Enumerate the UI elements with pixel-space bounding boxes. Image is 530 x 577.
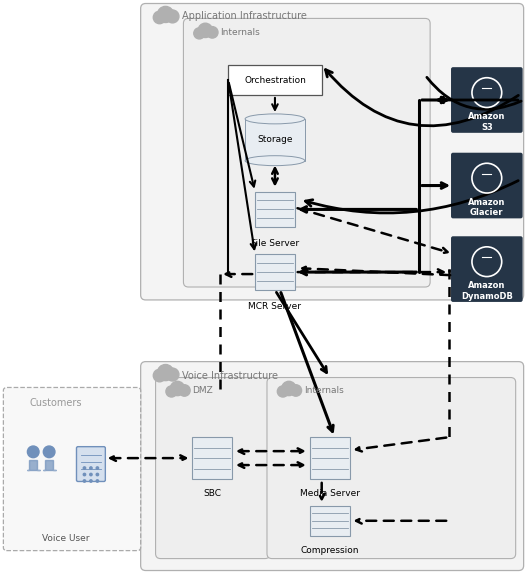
Circle shape bbox=[96, 480, 99, 482]
Circle shape bbox=[83, 480, 86, 482]
FancyBboxPatch shape bbox=[255, 254, 295, 290]
Polygon shape bbox=[43, 460, 56, 470]
FancyBboxPatch shape bbox=[451, 236, 523, 302]
Text: Internals: Internals bbox=[220, 28, 260, 38]
FancyBboxPatch shape bbox=[3, 388, 140, 550]
Circle shape bbox=[198, 23, 213, 38]
FancyBboxPatch shape bbox=[192, 437, 232, 479]
Circle shape bbox=[166, 386, 177, 397]
Text: Storage: Storage bbox=[257, 135, 293, 144]
FancyBboxPatch shape bbox=[156, 377, 270, 559]
Text: Voice Infrastructure: Voice Infrastructure bbox=[182, 370, 278, 381]
Ellipse shape bbox=[245, 156, 305, 166]
Text: Amazon
Glacier: Amazon Glacier bbox=[468, 198, 506, 218]
FancyBboxPatch shape bbox=[183, 18, 430, 287]
Circle shape bbox=[207, 27, 218, 38]
Text: Customers: Customers bbox=[29, 399, 82, 409]
Circle shape bbox=[157, 365, 174, 381]
Polygon shape bbox=[26, 460, 40, 470]
Text: Internals: Internals bbox=[304, 387, 343, 395]
Circle shape bbox=[157, 6, 174, 23]
FancyBboxPatch shape bbox=[310, 506, 350, 535]
FancyBboxPatch shape bbox=[245, 119, 305, 160]
FancyBboxPatch shape bbox=[76, 447, 105, 481]
Text: MCR Server: MCR Server bbox=[249, 302, 302, 311]
Circle shape bbox=[290, 385, 302, 396]
Circle shape bbox=[282, 381, 296, 396]
FancyBboxPatch shape bbox=[451, 153, 523, 218]
Circle shape bbox=[28, 446, 39, 458]
Text: Amazon
S3: Amazon S3 bbox=[468, 113, 506, 132]
Circle shape bbox=[96, 473, 99, 475]
FancyBboxPatch shape bbox=[228, 65, 322, 95]
Circle shape bbox=[96, 467, 99, 469]
Ellipse shape bbox=[245, 114, 305, 124]
Circle shape bbox=[277, 386, 288, 397]
Circle shape bbox=[90, 467, 92, 469]
Circle shape bbox=[194, 28, 205, 39]
Circle shape bbox=[83, 473, 86, 475]
Circle shape bbox=[166, 368, 179, 381]
Circle shape bbox=[170, 381, 184, 396]
FancyBboxPatch shape bbox=[310, 437, 350, 479]
FancyBboxPatch shape bbox=[451, 67, 523, 133]
Circle shape bbox=[179, 385, 190, 396]
Text: Compression: Compression bbox=[301, 546, 359, 554]
Text: DMZ: DMZ bbox=[192, 387, 213, 395]
Text: Application Infrastructure: Application Infrastructure bbox=[182, 12, 307, 21]
Circle shape bbox=[153, 369, 166, 382]
Text: Voice User: Voice User bbox=[42, 534, 90, 543]
Circle shape bbox=[153, 11, 166, 24]
Text: Orchestration: Orchestration bbox=[244, 76, 306, 85]
Circle shape bbox=[83, 467, 86, 469]
Circle shape bbox=[90, 480, 92, 482]
Circle shape bbox=[43, 446, 55, 458]
Circle shape bbox=[166, 10, 179, 23]
Text: SBC: SBC bbox=[204, 489, 222, 498]
FancyBboxPatch shape bbox=[267, 377, 516, 559]
Text: Media Server: Media Server bbox=[299, 489, 360, 498]
FancyBboxPatch shape bbox=[140, 3, 524, 300]
FancyBboxPatch shape bbox=[255, 192, 295, 227]
FancyBboxPatch shape bbox=[140, 362, 524, 571]
Text: Amazon
DynamoDB: Amazon DynamoDB bbox=[461, 282, 513, 301]
Text: File Server: File Server bbox=[251, 239, 299, 248]
Circle shape bbox=[90, 473, 92, 475]
